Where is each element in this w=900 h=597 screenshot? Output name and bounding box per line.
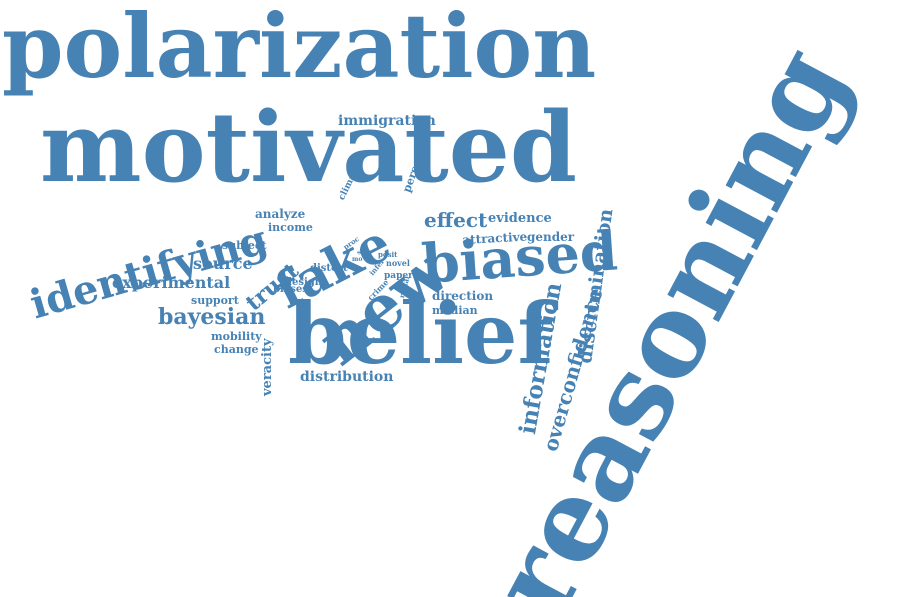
word-biases: biases bbox=[273, 284, 308, 295]
word-evidence: evidence bbox=[488, 211, 552, 226]
word-distribution: distribution bbox=[300, 369, 394, 385]
word-belief: belief bbox=[288, 284, 554, 383]
word-veracity: veracity bbox=[260, 338, 275, 396]
word-mo: mo bbox=[352, 256, 363, 263]
word-source: source bbox=[193, 254, 253, 273]
word-gender: gender bbox=[527, 230, 575, 244]
word-direction: direction bbox=[432, 289, 494, 303]
word-bayesian: bayesian bbox=[158, 304, 266, 330]
word-change: change bbox=[214, 343, 259, 356]
word-effect: effect bbox=[424, 208, 488, 232]
word-design: design bbox=[285, 277, 323, 288]
word-attractive: attractive bbox=[461, 229, 528, 247]
word-experimental: experimental bbox=[112, 273, 231, 292]
word-posit: posit bbox=[378, 250, 398, 259]
word-subject: subject bbox=[222, 239, 267, 252]
word-mobility: mobility bbox=[211, 330, 262, 343]
word-motivated: motivated bbox=[40, 91, 577, 204]
word-polarization: polarization bbox=[2, 0, 597, 98]
word-support: support bbox=[191, 294, 239, 307]
word-analyze: analyze bbox=[255, 207, 306, 221]
word-immigration: immigration bbox=[338, 113, 436, 129]
word-paper: paper bbox=[384, 271, 413, 281]
word-income: income bbox=[268, 221, 313, 234]
word-novel: novel bbox=[386, 258, 410, 268]
word-median: median bbox=[432, 304, 478, 317]
word-distort: distort bbox=[310, 263, 348, 274]
